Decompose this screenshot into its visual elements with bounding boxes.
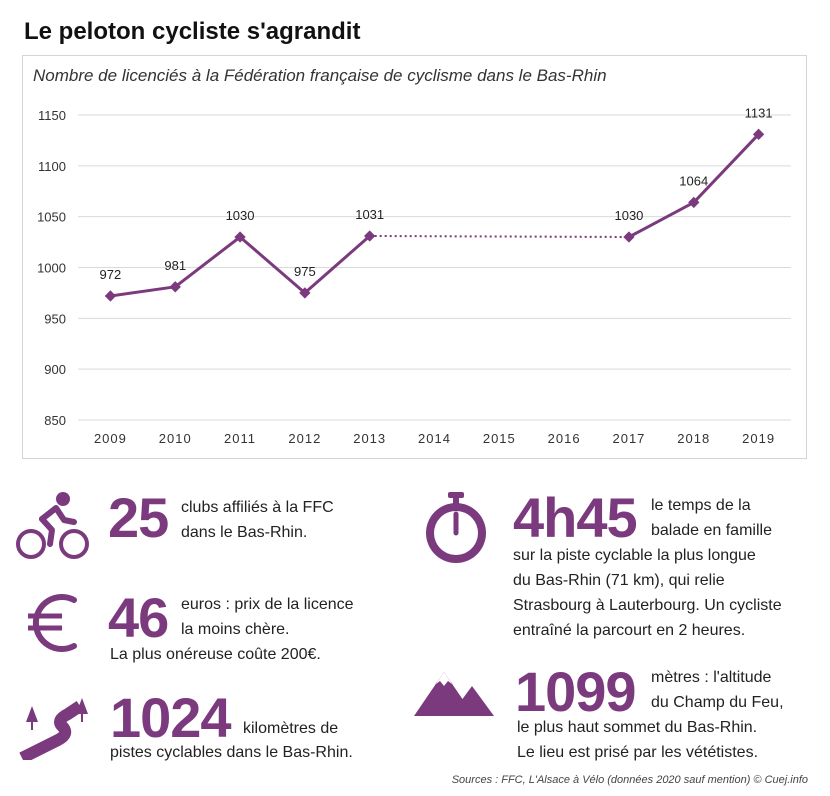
y-tick-label: 1050 — [37, 210, 66, 225]
y-tick-label: 1000 — [37, 261, 66, 276]
stat-duree-number: 4h45 — [513, 486, 638, 549]
y-tick-label: 850 — [44, 413, 66, 428]
stat-duree-line1: le temps de la — [651, 497, 751, 514]
data-label: 975 — [294, 264, 316, 279]
stat-duree-line4: du Bas-Rhin (71 km), qui relie — [513, 572, 725, 589]
winding-road-icon — [18, 692, 94, 765]
page-title: Le peloton cycliste s'agrandit — [24, 18, 361, 45]
x-tick-label: 2016 — [548, 431, 581, 446]
stat-pistes-line2: pistes cyclables dans le Bas-Rhin. — [110, 744, 353, 761]
series-gap-line — [369, 234, 629, 238]
mountain-icon — [414, 666, 494, 723]
stat-licence-line2: la moins chère. — [181, 621, 290, 638]
chart-panel: Nombre de licenciés à la Fédération fran… — [22, 55, 807, 459]
stat-altitude-line2: du Champ du Feu, — [651, 694, 784, 711]
y-tick-label: 1150 — [38, 108, 66, 123]
x-tick-label: 2012 — [288, 431, 321, 446]
y-tick-label: 900 — [44, 362, 66, 377]
y-tick-label: 1100 — [38, 159, 66, 174]
x-tick-label: 2017 — [612, 431, 645, 446]
x-tick-label: 2011 — [224, 431, 256, 446]
data-label: 981 — [164, 258, 186, 273]
stat-clubs-line1: clubs affiliés à la FFC — [181, 499, 334, 516]
data-point — [688, 196, 700, 209]
line-chart: 850 900 950 1000 1050 1100 1150 2009 2010 2011 201… — [37, 105, 791, 446]
stopwatch-icon — [422, 490, 490, 569]
x-tick-label: 2018 — [677, 431, 710, 446]
x-tick-label: 2014 — [418, 431, 451, 446]
y-tick-label: 950 — [44, 311, 66, 326]
data-point — [104, 290, 117, 302]
stat-pistes-number: 1024 — [110, 686, 232, 749]
stat-duree-line5: Strasbourg à Lauterbourg. Un cycliste — [513, 597, 782, 614]
source-note: Sources : FFC, L'Alsace à Vélo (données … — [451, 774, 808, 786]
stat-licence-number: 46 — [108, 586, 169, 649]
x-tick-label: 2010 — [159, 431, 192, 446]
stat-licence-line1: euros : prix de la licence — [181, 596, 354, 613]
stat-clubs-line2: dans le Bas-Rhin. — [181, 524, 308, 541]
data-label: 1030 — [226, 208, 255, 223]
cyclist-icon — [16, 490, 90, 567]
stat-duree-line2: balade en famille — [651, 522, 772, 539]
stat-altitude-line3: le plus haut sommet du Bas-Rhin. — [517, 719, 758, 736]
data-label: 1064 — [679, 173, 708, 188]
stat-altitude-line4: Le lieu est prisé par les vététistes. — [517, 744, 759, 761]
stat-pistes-line1: kilomètres de — [243, 720, 339, 737]
data-label: 1031 — [355, 207, 384, 222]
data-point — [169, 281, 181, 293]
stat-altitude-number: 1099 — [515, 660, 637, 723]
chart-subtitle: Nombre de licenciés à la Fédération fran… — [33, 66, 607, 85]
data-point — [364, 230, 376, 242]
stat-altitude-line1: mètres : l'altitude — [651, 669, 772, 686]
stat-duree-line6: entraîné la parcourt en 2 heures. — [513, 622, 746, 639]
series-line — [110, 234, 371, 298]
stat-duree-line3: sur la piste cyclable la plus longue — [513, 547, 756, 564]
data-point — [299, 287, 311, 299]
x-tick-label: 2019 — [742, 431, 775, 446]
x-tick-label: 2009 — [94, 431, 127, 446]
x-tick-label: 2013 — [353, 431, 386, 446]
stat-licence-line3: La plus onéreuse coûte 200€. — [110, 646, 321, 663]
data-label: 1131 — [745, 105, 773, 120]
data-label: 972 — [100, 267, 122, 282]
data-point — [623, 231, 635, 243]
data-point — [234, 231, 246, 243]
data-label: 1030 — [614, 208, 643, 223]
x-tick-label: 2015 — [483, 431, 516, 446]
euro-icon — [24, 588, 84, 663]
stat-clubs-number: 25 — [108, 486, 169, 549]
